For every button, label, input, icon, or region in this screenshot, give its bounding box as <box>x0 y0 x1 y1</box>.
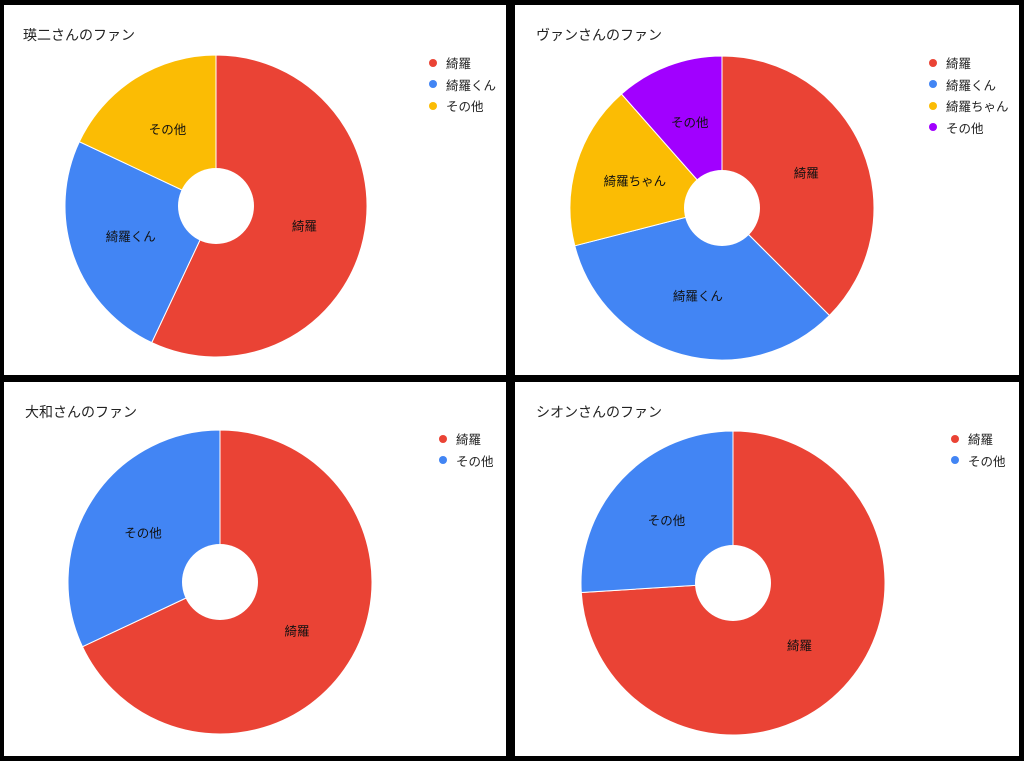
legend-label: 綺羅 <box>456 432 482 448</box>
legend-item[interactable]: その他 <box>439 450 494 472</box>
donut-hole <box>695 545 771 621</box>
legend-swatch <box>929 101 937 110</box>
legend-swatch <box>429 101 437 110</box>
chart-panel-yamato: 大和さんのファン 綺羅 その他 綺羅 その他 <box>4 382 506 756</box>
slice-label: その他 <box>671 115 709 130</box>
legend-label: その他 <box>946 120 984 136</box>
legend-label: その他 <box>456 453 494 469</box>
legend-item[interactable]: 綺羅 <box>929 52 1009 74</box>
legend-swatch <box>929 123 937 132</box>
legend-item[interactable]: 綺羅 <box>429 52 496 74</box>
pie-slice-2[interactable] <box>67 429 221 648</box>
slice-label: 綺羅 <box>794 166 819 181</box>
pie-slice-3[interactable] <box>78 54 217 207</box>
legend-item[interactable]: その他 <box>951 450 1006 472</box>
chart-panel-van: ヴァンさんのファン 綺羅 綺羅くん 綺羅ちゃん その他 綺羅 綺羅くん 綺羅ちゃん その他 <box>515 5 1019 375</box>
donut-hole <box>182 544 258 620</box>
legend-label: 綺羅 <box>446 56 472 72</box>
legend-swatch <box>429 80 437 89</box>
chart-panel-shion: シオンさんのファン 綺羅 その他 綺羅 その他 <box>515 382 1019 756</box>
legend-swatch <box>439 456 447 465</box>
legend-item[interactable]: その他 <box>929 117 1009 139</box>
donut-chart: 綺羅 その他 <box>580 430 886 736</box>
pie-slice-4[interactable] <box>620 55 723 210</box>
legend-swatch <box>929 58 937 67</box>
legend-item[interactable]: 綺羅 <box>951 428 1006 450</box>
legend-item[interactable]: 綺羅ちゃん <box>929 95 1009 117</box>
legend-label: 綺羅くん <box>946 77 997 93</box>
pie-slice-2[interactable] <box>580 430 734 594</box>
slice-label: 綺羅 <box>284 623 309 638</box>
chart-title: 大和さんのファン <box>25 405 137 421</box>
chart-legend: 綺羅綺羅くん綺羅ちゃんその他 <box>929 52 1009 138</box>
donut-hole <box>684 170 760 246</box>
chart-title: シオンさんのファン <box>536 405 662 421</box>
legend-swatch <box>951 434 959 443</box>
slice-label: その他 <box>149 122 187 137</box>
legend-label: 綺羅ちゃん <box>946 99 1009 115</box>
legend-swatch <box>929 80 937 89</box>
pie-slice-1[interactable] <box>721 55 875 317</box>
slice-label: 綺羅 <box>787 638 812 653</box>
pie-slice-2[interactable] <box>64 141 217 344</box>
chart-legend: 綺羅 その他 <box>439 428 494 471</box>
legend-item[interactable]: 綺羅くん <box>429 74 496 96</box>
chart-legend: 綺羅 その他 <box>951 428 1006 471</box>
legend-label: 綺羅 <box>968 432 994 448</box>
legend-label: 綺羅くん <box>446 77 497 93</box>
legend-swatch <box>429 58 437 67</box>
chart-legend: 綺羅 綺羅くん その他 <box>429 52 496 117</box>
donut-chart: 綺羅 その他 <box>67 429 373 735</box>
pie-slice-2[interactable] <box>574 207 831 361</box>
legend-item[interactable]: 綺羅 <box>439 428 494 450</box>
legend-item[interactable]: その他 <box>429 95 496 117</box>
pie-slice-1[interactable] <box>151 54 368 358</box>
legend-swatch <box>439 434 447 443</box>
chart-title: ヴァンさんのファン <box>536 28 662 44</box>
slice-label: その他 <box>648 513 686 528</box>
slice-label: 綺羅ちゃん <box>604 174 667 189</box>
legend-label: 綺羅 <box>946 56 972 72</box>
slice-label: 綺羅 <box>292 218 317 233</box>
legend-swatch <box>951 456 959 465</box>
legend-item[interactable]: 綺羅くん <box>929 74 1009 96</box>
chart-panel-eiji: 瑛二さんのファン 綺羅 綺羅くん その他 綺羅 綺羅くん その他 <box>4 5 506 375</box>
legend-label: その他 <box>446 99 484 115</box>
slice-label: 綺羅くん <box>106 229 156 244</box>
slice-label: その他 <box>124 526 162 541</box>
legend-label: その他 <box>968 453 1006 469</box>
slice-label: 綺羅くん <box>673 288 723 303</box>
chart-title: 瑛二さんのファン <box>23 28 135 44</box>
donut-hole <box>178 168 254 244</box>
